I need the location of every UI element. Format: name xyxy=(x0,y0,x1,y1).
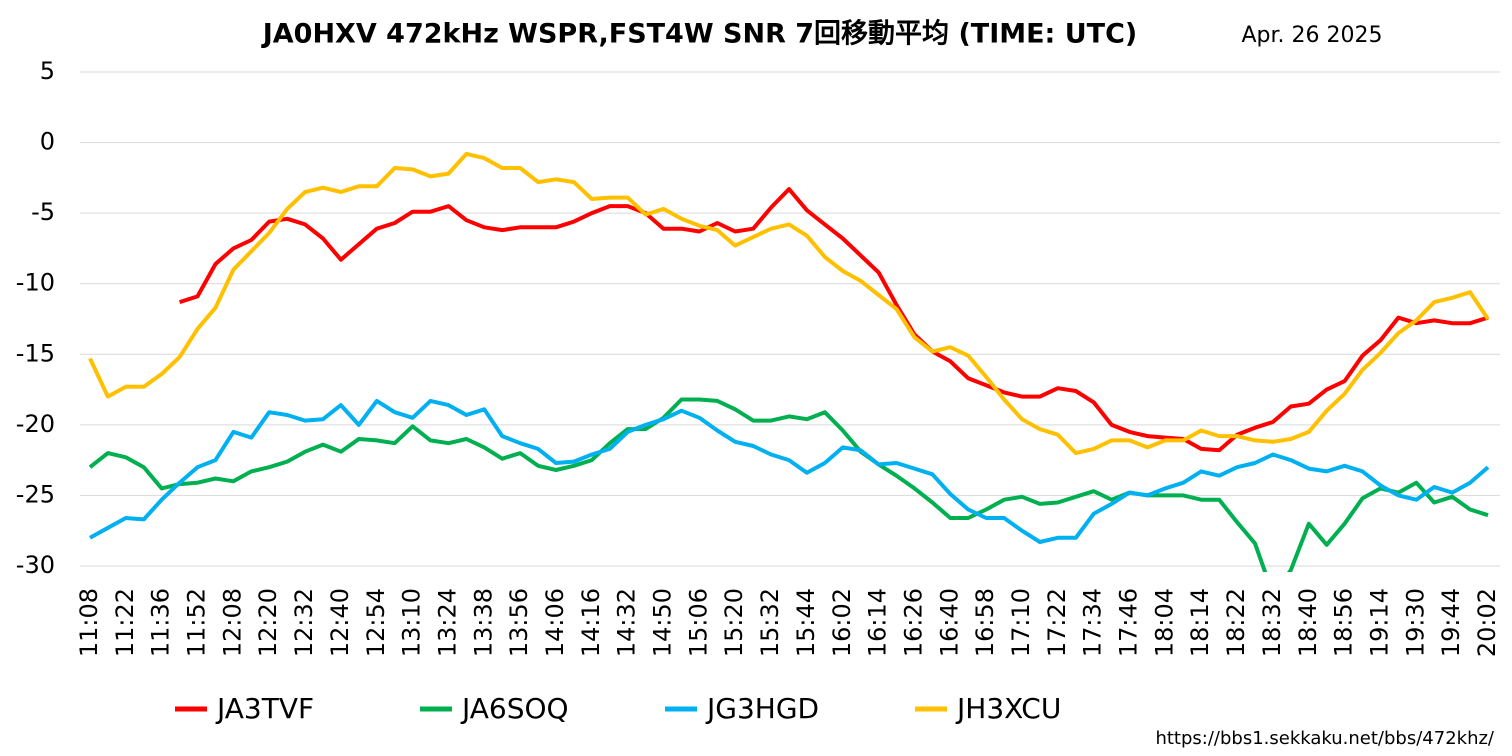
x-tick-label: 11:52 xyxy=(183,588,211,657)
x-tick-label: 16:26 xyxy=(899,588,927,657)
series-line xyxy=(88,397,1489,572)
x-tick-label: 11:08 xyxy=(75,588,103,657)
series-line xyxy=(89,398,1490,544)
y-tick-label: -5 xyxy=(31,198,55,226)
y-tick-label: -30 xyxy=(16,551,55,579)
x-tick-label: 12:32 xyxy=(290,588,318,657)
x-tick-label: 17:34 xyxy=(1079,588,1107,657)
y-tick-label: -25 xyxy=(16,480,55,508)
plot-area xyxy=(88,151,1490,572)
chart-title: JA0HXV 472kHz WSPR,FST4W SNR 7回移動平均 (TIM… xyxy=(261,19,1138,50)
x-tick-label: 17:10 xyxy=(1007,588,1035,657)
y-tick-label: -20 xyxy=(16,410,55,438)
x-tick-label: 16:58 xyxy=(971,588,999,657)
x-tick-label: 18:22 xyxy=(1222,588,1250,657)
x-tick-label: 16:02 xyxy=(828,588,856,657)
x-tick-label: 18:40 xyxy=(1294,588,1322,657)
x-tick-label: 15:20 xyxy=(720,588,748,657)
x-tick-label: 11:36 xyxy=(147,588,175,657)
x-tick-label: 18:14 xyxy=(1186,588,1214,657)
x-tick-label: 16:40 xyxy=(935,588,963,657)
legend-label: JG3HGD xyxy=(705,692,819,725)
x-tick-label: 13:24 xyxy=(433,588,461,657)
x-tick-label: 17:22 xyxy=(1043,588,1071,657)
x-tick-label: 11:22 xyxy=(111,588,139,657)
x-tick-label: 13:56 xyxy=(505,588,533,657)
x-tick-label: 19:30 xyxy=(1401,588,1429,657)
x-tick-label: 19:44 xyxy=(1437,588,1465,657)
series-line xyxy=(88,151,1490,456)
series-line xyxy=(178,187,1489,453)
x-tick-label: 16:14 xyxy=(864,588,892,657)
x-tick-label: 14:16 xyxy=(577,588,605,657)
legend-label: JA3TVF xyxy=(215,692,314,725)
x-tick-label: 13:38 xyxy=(469,588,497,657)
x-tick-label: 17:46 xyxy=(1115,588,1143,657)
x-tick-label: 15:06 xyxy=(684,588,712,657)
y-tick-label: 5 xyxy=(40,57,55,85)
chart-date: Apr. 26 2025 xyxy=(1241,23,1382,48)
x-tick-label: 15:44 xyxy=(792,588,820,657)
y-tick-label: -10 xyxy=(16,269,55,297)
x-tick-label: 18:04 xyxy=(1150,588,1178,657)
x-tick-label: 19:14 xyxy=(1365,588,1393,657)
x-tick-label: 14:50 xyxy=(649,588,677,657)
x-tick-label: 14:32 xyxy=(613,588,641,657)
x-tick-label: 12:40 xyxy=(326,588,354,657)
legend-label: JH3XCU xyxy=(955,692,1061,725)
source-url: https://bbs1.sekkaku.net/bbs/472khz/ xyxy=(1155,728,1494,749)
x-tick-label: 14:06 xyxy=(541,588,569,657)
x-tick-label: 13:10 xyxy=(398,588,426,657)
y-tick-label: 0 xyxy=(40,128,55,156)
x-tick-label: 12:20 xyxy=(254,588,282,657)
y-tick-label: -15 xyxy=(16,339,55,367)
x-tick-label: 20:02 xyxy=(1473,588,1501,657)
x-tick-label: 12:08 xyxy=(218,588,246,657)
x-tick-label: 18:32 xyxy=(1258,588,1286,657)
x-tick-label: 12:54 xyxy=(362,588,390,657)
x-tick-label: 18:56 xyxy=(1330,588,1358,657)
legend-label: JA6SOQ xyxy=(460,692,569,725)
x-tick-label: 15:32 xyxy=(756,588,784,657)
